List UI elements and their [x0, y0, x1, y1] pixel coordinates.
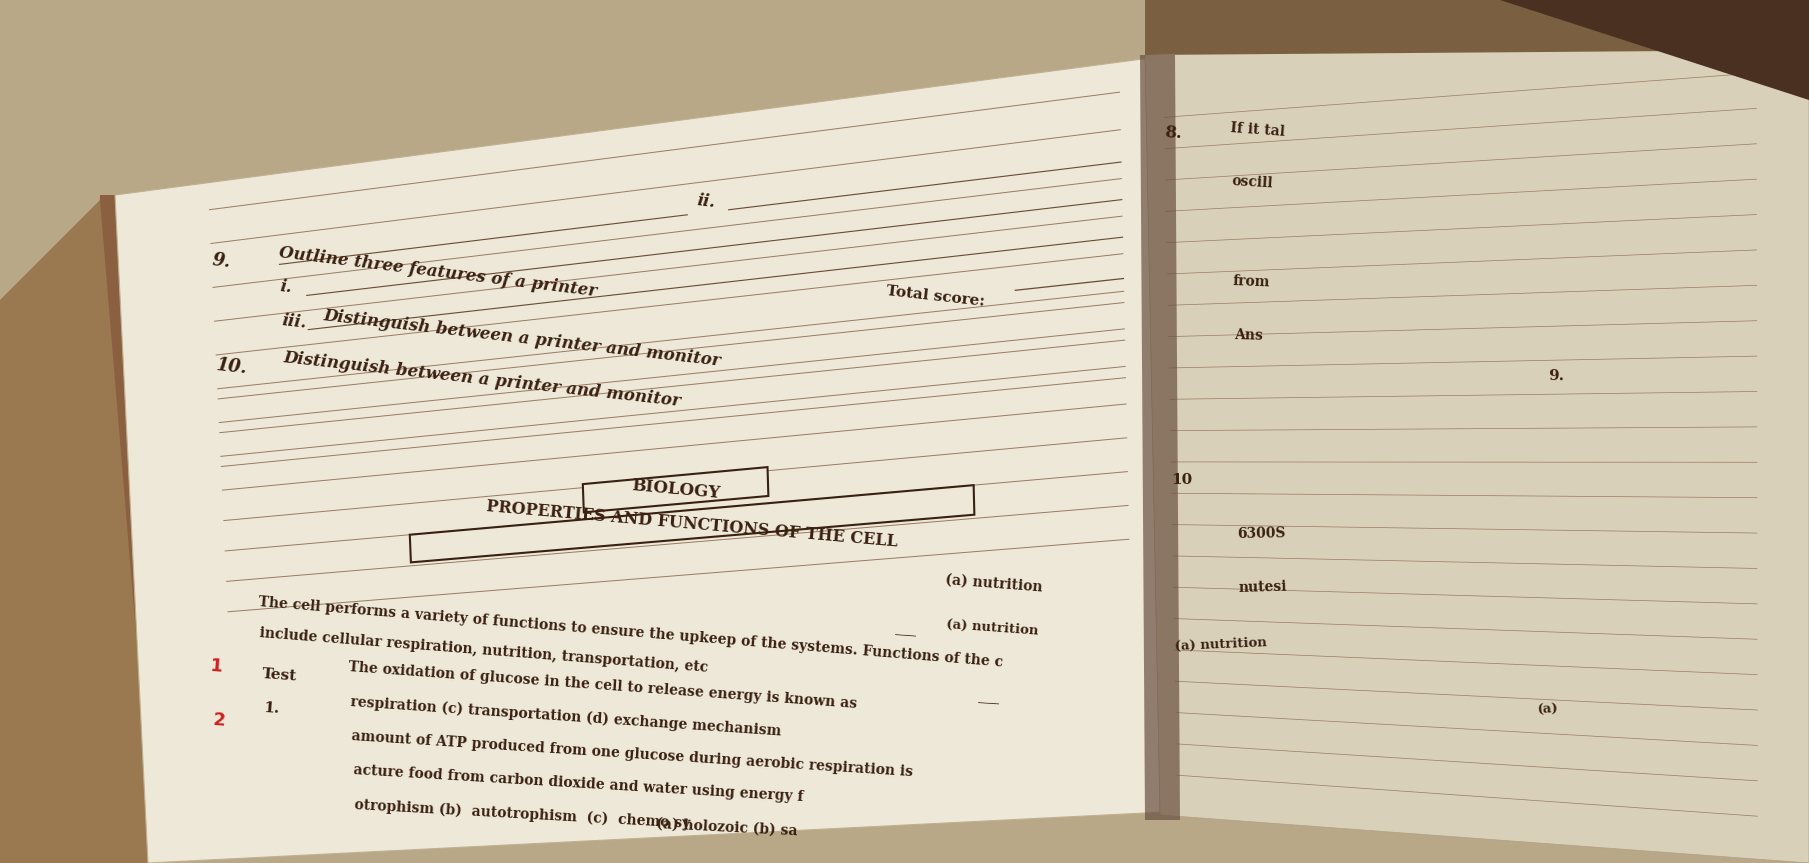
Text: ii.: ii. [696, 192, 716, 211]
Text: 2: 2 [213, 710, 226, 729]
Polygon shape [1145, 0, 1809, 863]
Polygon shape [90, 291, 127, 863]
Polygon shape [98, 261, 134, 863]
Polygon shape [103, 243, 139, 863]
Text: 1.: 1. [262, 701, 280, 715]
Polygon shape [107, 225, 143, 863]
Polygon shape [582, 467, 769, 513]
Text: Total score:: Total score: [885, 284, 986, 309]
Text: (a) holozoic (b) sa: (a) holozoic (b) sa [655, 816, 798, 838]
Text: include cellular respiration, nutrition, transportation, etc: include cellular respiration, nutrition,… [259, 626, 709, 675]
Text: Distinguish between a printer and monitor: Distinguish between a printer and monito… [282, 350, 682, 410]
Polygon shape [1500, 0, 1809, 100]
Text: Ans: Ans [1234, 328, 1263, 343]
Polygon shape [98, 267, 134, 863]
Polygon shape [112, 207, 148, 863]
Text: (a) nutrition: (a) nutrition [944, 573, 1042, 595]
Text: 9.: 9. [1549, 369, 1565, 383]
Text: ___: ___ [895, 620, 917, 636]
Polygon shape [1145, 0, 1809, 55]
Polygon shape [89, 303, 125, 863]
Text: 8.: 8. [1163, 124, 1183, 142]
Polygon shape [87, 309, 123, 863]
Text: Outline three features of a printer: Outline three features of a printer [279, 243, 597, 299]
Polygon shape [116, 58, 1165, 863]
Text: i.: i. [279, 278, 293, 296]
Text: acture food from carbon dioxide and water using energy f: acture food from carbon dioxide and wate… [353, 763, 803, 804]
Text: amount of ATP produced from one glucose during aerobic respiration is: amount of ATP produced from one glucose … [351, 729, 914, 779]
Text: 9.: 9. [210, 251, 232, 272]
Polygon shape [80, 195, 154, 863]
Text: 10.: 10. [215, 356, 248, 377]
Text: (a) nutrition: (a) nutrition [946, 618, 1038, 637]
Text: Test: Test [260, 667, 297, 683]
Polygon shape [96, 273, 132, 863]
Text: ___: ___ [979, 689, 1000, 704]
Polygon shape [116, 195, 150, 863]
Text: nutesi: nutesi [1237, 580, 1288, 595]
Text: PROPERTIES AND FUNCTIONS OF THE CELL: PROPERTIES AND FUNCTIONS OF THE CELL [487, 498, 899, 551]
Polygon shape [114, 201, 150, 863]
Polygon shape [110, 213, 147, 863]
Polygon shape [99, 255, 136, 863]
Text: (a) nutrition: (a) nutrition [1174, 636, 1266, 653]
Polygon shape [109, 219, 145, 863]
Polygon shape [1140, 55, 1179, 820]
Polygon shape [107, 231, 141, 863]
Text: otrophism (b)  autotrophism  (c)  chemo sy: otrophism (b) autotrophism (c) chemo sy [355, 797, 691, 830]
Text: oscill: oscill [1230, 174, 1274, 191]
Text: from: from [1232, 274, 1270, 290]
Polygon shape [411, 485, 975, 563]
Polygon shape [105, 237, 141, 863]
Text: 6300S: 6300S [1237, 526, 1286, 541]
Text: iii.: iii. [280, 312, 308, 331]
Text: Distinguish between a printer and monitor: Distinguish between a printer and monito… [322, 307, 722, 369]
Text: respiration (c) transportation (d) exchange mechanism: respiration (c) transportation (d) excha… [349, 695, 781, 739]
Polygon shape [89, 297, 125, 863]
Text: 10: 10 [1172, 473, 1192, 488]
Text: (a): (a) [1538, 703, 1559, 717]
Polygon shape [0, 200, 156, 863]
Text: 1: 1 [210, 657, 224, 676]
Text: If it tal: If it tal [1230, 121, 1286, 139]
Text: BIOLOGY: BIOLOGY [631, 477, 720, 502]
Polygon shape [94, 279, 130, 863]
Text: The oxidation of glucose in the cell to release energy is known as: The oxidation of glucose in the cell to … [347, 660, 857, 711]
Text: The cell performs a variety of functions to ensure the upkeep of the systems. Fu: The cell performs a variety of functions… [259, 595, 1004, 670]
Polygon shape [92, 285, 128, 863]
Polygon shape [101, 249, 137, 863]
